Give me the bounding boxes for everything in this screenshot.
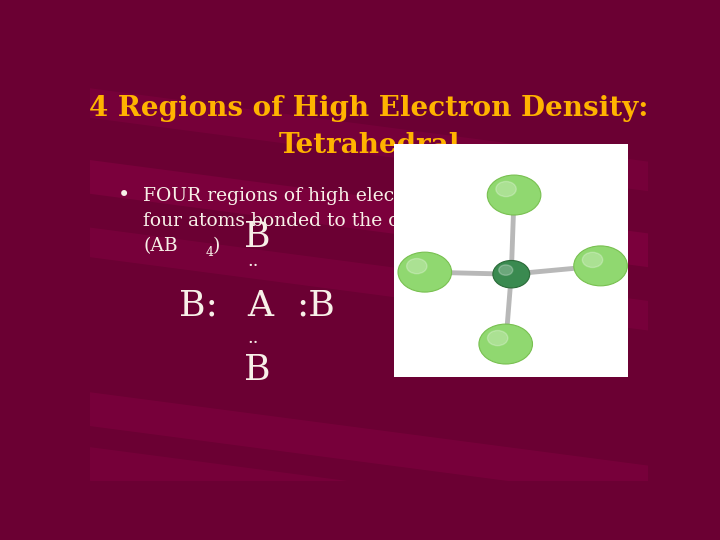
Text: •: • [118,186,130,205]
Text: ··: ·· [247,334,258,352]
Text: B: B [244,353,271,387]
Bar [49,156,720,282]
Circle shape [487,175,541,215]
Circle shape [479,324,533,364]
Circle shape [499,265,513,275]
Text: FOUR regions of high electron density with: FOUR regions of high electron density wi… [143,187,556,205]
Text: A: A [247,289,273,323]
Text: Tetrahedral: Tetrahedral [279,132,459,159]
Circle shape [496,181,516,197]
Text: four atoms bonded to the central atom.: four atoms bonded to the central atom. [143,212,514,230]
Circle shape [582,252,603,267]
Circle shape [493,260,530,288]
Text: B:: B: [179,289,218,323]
Text: B: B [244,220,271,254]
Text: 4: 4 [205,246,214,259]
Text: ··: ·· [247,258,258,275]
Text: :B: :B [297,289,336,323]
Text: (AB: (AB [143,237,178,255]
Circle shape [487,330,508,346]
Bar [35,221,720,344]
Circle shape [407,259,427,274]
Text: 4 Regions of High Electron Density:: 4 Regions of High Electron Density: [89,95,649,122]
Text: 109.5°: 109.5° [394,176,446,190]
Bar [394,144,629,377]
Bar [0,381,718,508]
Bar [66,86,720,208]
Circle shape [398,252,451,292]
Text: Bond angles are: Bond angles are [394,151,519,165]
Bar [0,434,705,540]
Circle shape [574,246,627,286]
Text: ): ) [213,237,220,255]
